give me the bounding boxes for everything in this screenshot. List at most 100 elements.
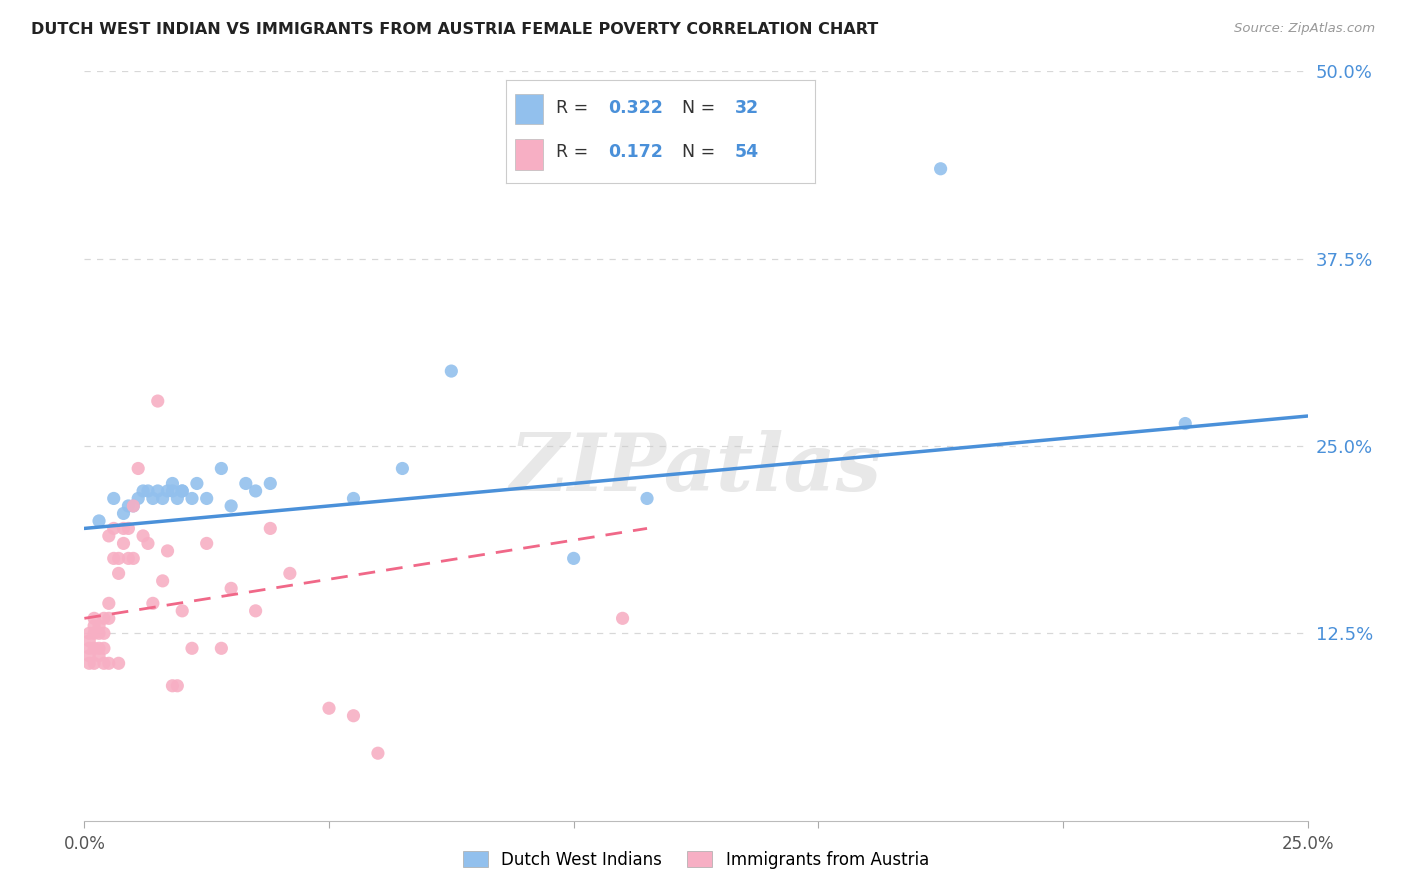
Point xyxy=(122,499,145,513)
Point xyxy=(83,641,105,656)
Point xyxy=(77,641,100,656)
Point xyxy=(122,499,145,513)
Point xyxy=(107,566,129,581)
Point xyxy=(87,514,110,528)
Point xyxy=(929,161,952,176)
Legend: Dutch West Indians, Immigrants from Austria: Dutch West Indians, Immigrants from Aust… xyxy=(463,850,929,869)
Point xyxy=(112,536,135,550)
Point xyxy=(112,507,135,521)
Point xyxy=(342,491,364,506)
Point xyxy=(259,476,281,491)
Point xyxy=(245,483,267,498)
Text: 32: 32 xyxy=(735,99,759,117)
Point xyxy=(162,679,184,693)
Text: Source: ZipAtlas.com: Source: ZipAtlas.com xyxy=(1234,22,1375,36)
Point xyxy=(235,476,257,491)
Point xyxy=(127,461,149,475)
Point xyxy=(181,491,204,506)
Point xyxy=(77,657,100,671)
Point xyxy=(117,499,139,513)
Point xyxy=(83,626,105,640)
Point xyxy=(156,483,179,498)
Point xyxy=(166,679,188,693)
Point xyxy=(77,626,100,640)
Point xyxy=(259,521,281,535)
Point xyxy=(93,626,115,640)
Point xyxy=(103,491,125,506)
Point xyxy=(156,544,179,558)
Point xyxy=(195,536,218,550)
Point xyxy=(87,648,110,663)
Point xyxy=(103,521,125,535)
Point xyxy=(87,626,110,640)
Point xyxy=(77,633,100,648)
Point xyxy=(93,611,115,625)
Point xyxy=(93,657,115,671)
Point xyxy=(97,611,120,625)
Text: N =: N = xyxy=(682,143,721,161)
Point xyxy=(318,701,340,715)
Point xyxy=(117,521,139,535)
Point xyxy=(209,641,232,656)
Text: N =: N = xyxy=(682,99,721,117)
Text: R =: R = xyxy=(555,99,593,117)
Point xyxy=(1174,417,1197,431)
Point xyxy=(83,619,105,633)
Point xyxy=(117,551,139,566)
Point xyxy=(83,657,105,671)
Point xyxy=(195,491,218,506)
Point xyxy=(142,491,165,506)
Point xyxy=(172,483,194,498)
Text: 0.322: 0.322 xyxy=(609,99,664,117)
Point xyxy=(112,521,135,535)
Text: ZIPatlas: ZIPatlas xyxy=(510,430,882,508)
Point xyxy=(612,611,634,625)
Point xyxy=(122,551,145,566)
Point xyxy=(166,491,188,506)
Point xyxy=(152,491,174,506)
Point xyxy=(77,648,100,663)
Text: DUTCH WEST INDIAN VS IMMIGRANTS FROM AUSTRIA FEMALE POVERTY CORRELATION CHART: DUTCH WEST INDIAN VS IMMIGRANTS FROM AUS… xyxy=(31,22,879,37)
Point xyxy=(87,641,110,656)
Point xyxy=(186,476,208,491)
Point xyxy=(107,551,129,566)
Point xyxy=(83,611,105,625)
Point xyxy=(132,483,155,498)
Point xyxy=(97,529,120,543)
Point xyxy=(146,394,169,409)
Point xyxy=(562,551,585,566)
Point xyxy=(209,461,232,475)
Point xyxy=(391,461,413,475)
Point xyxy=(367,746,389,760)
Point xyxy=(103,551,125,566)
Text: 54: 54 xyxy=(735,143,759,161)
Point xyxy=(136,483,159,498)
Text: 0.172: 0.172 xyxy=(609,143,664,161)
Point xyxy=(132,529,155,543)
Point xyxy=(162,483,184,498)
Point xyxy=(181,641,204,656)
Point xyxy=(97,596,120,610)
Point xyxy=(219,499,242,513)
Point xyxy=(219,582,242,596)
Point xyxy=(127,491,149,506)
Text: R =: R = xyxy=(555,143,593,161)
Point xyxy=(142,596,165,610)
Point xyxy=(136,536,159,550)
Point xyxy=(636,491,658,506)
FancyBboxPatch shape xyxy=(516,139,543,169)
Point xyxy=(146,483,169,498)
Point xyxy=(172,604,194,618)
Point xyxy=(172,483,194,498)
Point xyxy=(278,566,301,581)
Point xyxy=(97,657,120,671)
Point xyxy=(87,619,110,633)
Point xyxy=(440,364,463,378)
Point xyxy=(162,476,184,491)
Point xyxy=(342,708,364,723)
Point xyxy=(245,604,267,618)
Point xyxy=(93,641,115,656)
FancyBboxPatch shape xyxy=(516,94,543,124)
Point xyxy=(107,657,129,671)
Point xyxy=(152,574,174,588)
